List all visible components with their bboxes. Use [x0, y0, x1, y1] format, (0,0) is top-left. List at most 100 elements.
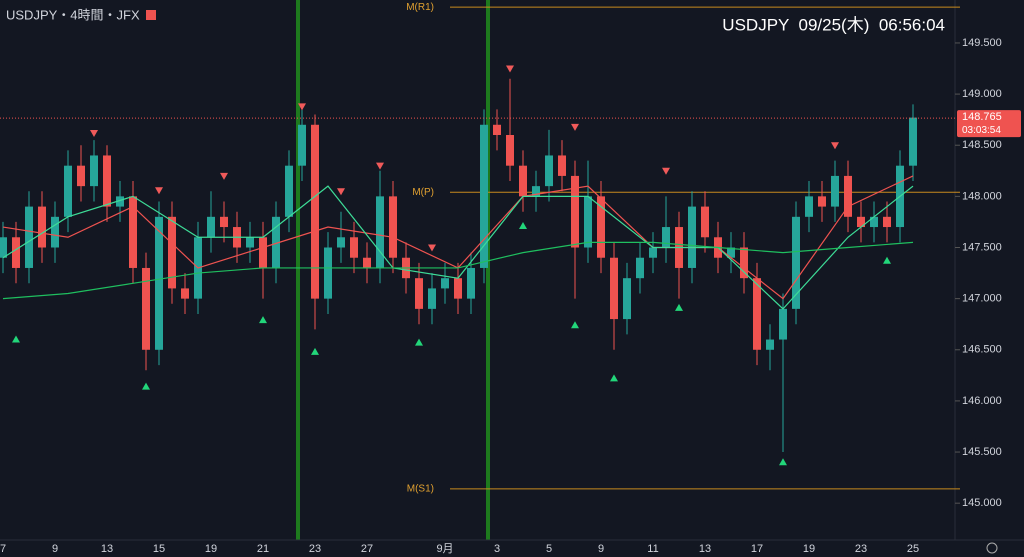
- candle-body: [740, 247, 748, 279]
- pivot-label: M(R1): [406, 2, 434, 13]
- y-tick-label: 148.500: [962, 139, 1002, 151]
- candle-body: [844, 175, 852, 217]
- moving-average: [2, 185, 914, 310]
- x-tick-label: 13: [699, 543, 711, 555]
- candle-body: [142, 267, 150, 350]
- candle-body: [0, 237, 7, 258]
- symbol-title: USDJPY・4時間・JFX: [6, 7, 140, 22]
- buy-signal: [779, 458, 787, 466]
- candle-body: [584, 196, 592, 248]
- y-tick-label: 147.500: [962, 241, 1002, 253]
- candle-body: [129, 196, 137, 268]
- candle-body: [155, 216, 163, 350]
- sell-signal: [220, 172, 228, 180]
- y-tick-label: 149.000: [962, 88, 1002, 100]
- candle-body: [428, 288, 436, 309]
- candle-body: [701, 206, 709, 238]
- candle-body: [64, 165, 72, 217]
- buy-signal: [142, 382, 150, 390]
- candle-body: [311, 124, 319, 299]
- candle-body: [376, 196, 384, 268]
- candle-body: [207, 216, 215, 238]
- clock: USDJPY 09/25(木) 06:56:04: [722, 15, 945, 34]
- buy-signal: [571, 321, 579, 329]
- y-tick-label: 149.500: [962, 37, 1002, 49]
- x-tick-label: 19: [205, 543, 217, 555]
- candle-body: [389, 196, 397, 258]
- x-tick-label: 15: [153, 543, 165, 555]
- buy-signal: [12, 335, 20, 343]
- candle-body: [558, 155, 566, 176]
- candle-body: [350, 237, 358, 258]
- buy-signal: [883, 256, 891, 264]
- x-tick-label: 11: [647, 543, 658, 555]
- candle-body: [519, 165, 527, 197]
- candle-body: [662, 227, 670, 248]
- buy-signal: [610, 374, 618, 382]
- candle-body: [597, 196, 605, 258]
- sell-signal: [428, 244, 436, 252]
- candle-body: [493, 124, 501, 135]
- x-tick-label: 23: [309, 543, 321, 555]
- flag-icon[interactable]: [146, 10, 156, 20]
- buy-signal: [415, 338, 423, 346]
- candle-body: [12, 237, 20, 268]
- y-tick-label: 148.000: [962, 190, 1002, 202]
- moving-average: [2, 241, 914, 300]
- candle-body: [259, 237, 267, 268]
- sell-signal: [376, 162, 384, 170]
- x-tick-label: 5: [546, 543, 552, 555]
- buy-signal: [675, 303, 683, 311]
- candle-body: [90, 155, 98, 187]
- x-tick-label: 19: [803, 543, 815, 555]
- candle-body: [545, 155, 553, 187]
- sell-signal: [571, 123, 579, 131]
- x-tick-label: 21: [257, 543, 269, 555]
- pivot-label: M(P): [412, 187, 434, 198]
- y-tick-label: 147.000: [962, 293, 1002, 305]
- candle-body: [220, 216, 228, 228]
- x-tick-label: 9: [52, 543, 58, 555]
- x-tick-label: 7: [0, 543, 6, 555]
- sell-signal: [298, 103, 306, 111]
- candle-body: [38, 206, 46, 248]
- candle-body: [831, 175, 839, 207]
- candle-body: [324, 247, 332, 299]
- candle-body: [246, 237, 254, 248]
- candle-body: [688, 206, 696, 268]
- candle-body: [168, 216, 176, 289]
- candle-body: [441, 278, 449, 289]
- x-tick-label: 27: [361, 543, 373, 555]
- settings-icon[interactable]: [986, 542, 998, 554]
- y-tick-label: 146.500: [962, 344, 1002, 356]
- countdown-label: 03:03:54: [962, 125, 1001, 136]
- x-tick-label: 9月: [436, 543, 453, 555]
- y-tick-label: 145.500: [962, 446, 1002, 458]
- candle-body: [610, 257, 618, 320]
- x-tick-label: 25: [907, 543, 919, 555]
- candle-body: [909, 117, 917, 166]
- candle-body: [103, 155, 111, 207]
- candle-body: [792, 216, 800, 309]
- sell-signal: [662, 167, 670, 175]
- candle-body: [415, 278, 423, 309]
- candle-body: [623, 278, 631, 320]
- sell-signal: [337, 188, 345, 196]
- sell-signal: [90, 129, 98, 137]
- candle-body: [571, 175, 579, 248]
- candle-body: [51, 216, 59, 248]
- candle-body: [77, 165, 85, 187]
- sell-signal: [831, 142, 839, 150]
- buy-signal: [311, 347, 319, 355]
- candle-body: [467, 267, 475, 299]
- candle-body: [532, 186, 540, 197]
- x-tick-label: 3: [494, 543, 500, 555]
- x-tick-label: 17: [751, 543, 763, 555]
- candle-body: [337, 237, 345, 248]
- x-tick-label: 23: [855, 543, 867, 555]
- candle-body: [805, 196, 813, 217]
- candle-body: [285, 165, 293, 217]
- candle-body: [480, 124, 488, 268]
